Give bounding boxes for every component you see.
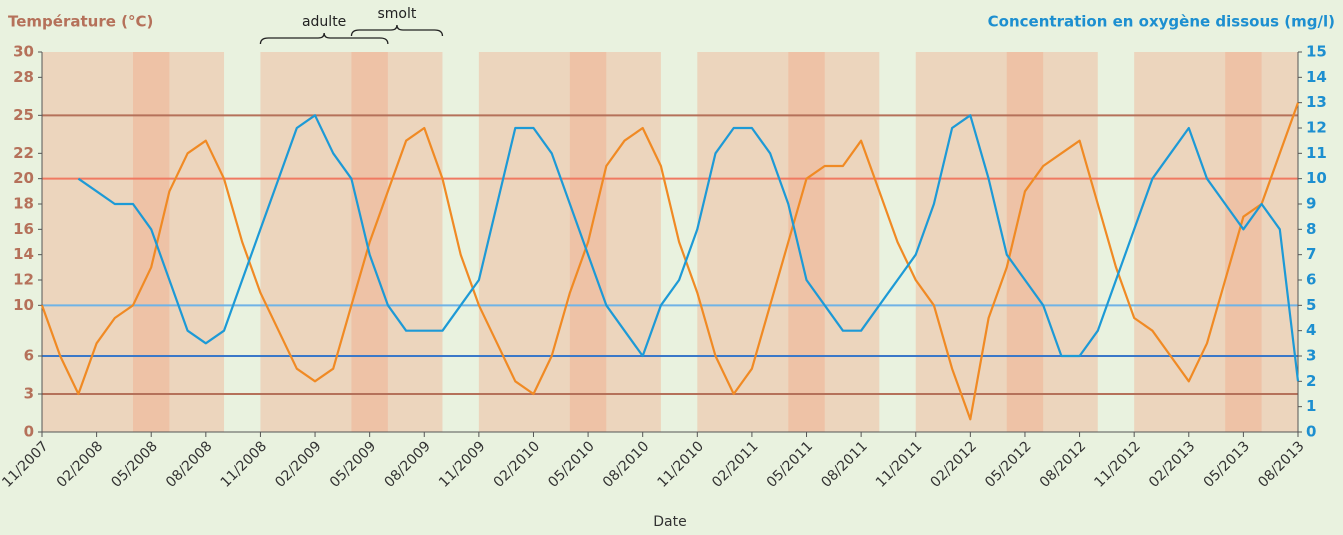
- y-tick-label: 3: [24, 385, 34, 403]
- annotation-label: smolt: [378, 6, 417, 22]
- y2-tick-label: 10: [1306, 169, 1327, 187]
- y-tick-label: 22: [13, 144, 34, 162]
- x-tick-label: 11/2011: [873, 438, 925, 490]
- y-tick-label: 25: [13, 106, 34, 124]
- x-tick-label: 11/2010: [655, 438, 707, 490]
- x-axis-title: Date: [653, 514, 686, 530]
- y-tick-label: 10: [13, 296, 34, 314]
- x-tick-label: 08/2013: [1255, 438, 1307, 490]
- y2-tick-label: 15: [1306, 43, 1327, 61]
- y2-tick-label: 8: [1306, 220, 1316, 238]
- y-tick-label: 30: [13, 43, 34, 61]
- period-band: [133, 52, 225, 432]
- x-tick-label: 02/2013: [1146, 438, 1198, 490]
- y2-tick-label: 11: [1306, 144, 1327, 162]
- y2-tick-label: 3: [1306, 347, 1316, 365]
- y2-tick-label: 5: [1306, 296, 1316, 314]
- y-tick-label: 0: [24, 423, 34, 441]
- x-tick-label: 05/2011: [764, 438, 816, 490]
- y-tick-label: 20: [13, 169, 34, 187]
- x-tick-label: 02/2011: [709, 438, 761, 490]
- x-tick-label: 08/2010: [600, 438, 652, 490]
- x-tick-label: 11/2007: [0, 438, 52, 490]
- x-tick-label: 08/2008: [163, 438, 215, 490]
- y-tick-label: 16: [13, 220, 34, 238]
- x-tick-label: 05/2008: [108, 438, 160, 490]
- annotation-bracket: [259, 32, 389, 45]
- x-tick-label: 11/2012: [1091, 438, 1143, 490]
- y-axis-title: Température (°C): [8, 13, 153, 31]
- y-tick-label: 12: [13, 271, 34, 289]
- x-tick-label: 02/2009: [272, 438, 324, 490]
- x-tick-label: 05/2012: [982, 438, 1034, 490]
- y2-tick-label: 6: [1306, 271, 1316, 289]
- y-tick-label: 18: [13, 195, 34, 213]
- annotation-bracket: [350, 24, 444, 37]
- y2-tick-label: 12: [1306, 119, 1327, 137]
- annotation-label: adulte: [302, 14, 346, 30]
- y2-tick-label: 9: [1306, 195, 1316, 213]
- y-tick-label: 14: [13, 245, 34, 263]
- y2-axis-title: Concentration en oxygène dissous (mg/l): [988, 13, 1335, 31]
- x-tick-label: 05/2013: [1201, 438, 1253, 490]
- y2-tick-label: 14: [1306, 68, 1327, 86]
- period-band: [351, 52, 443, 432]
- x-tick-label: 02/2010: [491, 438, 543, 490]
- x-tick-label: 08/2012: [1037, 438, 1089, 490]
- y2-tick-label: 0: [1306, 423, 1316, 441]
- y-tick-label: 28: [13, 68, 34, 86]
- x-tick-label: 11/2009: [436, 438, 488, 490]
- y2-tick-label: 4: [1306, 321, 1316, 339]
- x-tick-label: 08/2009: [381, 438, 433, 490]
- period-band: [1006, 52, 1098, 432]
- x-tick-label: 08/2011: [818, 438, 870, 490]
- y2-tick-label: 2: [1306, 372, 1316, 390]
- x-tick-label: 02/2012: [928, 438, 980, 490]
- series-line: [77, 114, 1300, 382]
- y2-tick-label: 13: [1306, 93, 1327, 111]
- x-tick-label: 02/2008: [54, 438, 106, 490]
- x-tick-label: 05/2009: [327, 438, 379, 490]
- y2-tick-label: 1: [1306, 397, 1316, 415]
- x-tick-label: 11/2008: [218, 438, 270, 490]
- series-line: [40, 102, 1300, 421]
- x-tick-label: 05/2010: [545, 438, 597, 490]
- y2-tick-label: 7: [1306, 245, 1316, 263]
- period-band: [788, 52, 880, 432]
- y-tick-label: 6: [24, 347, 34, 365]
